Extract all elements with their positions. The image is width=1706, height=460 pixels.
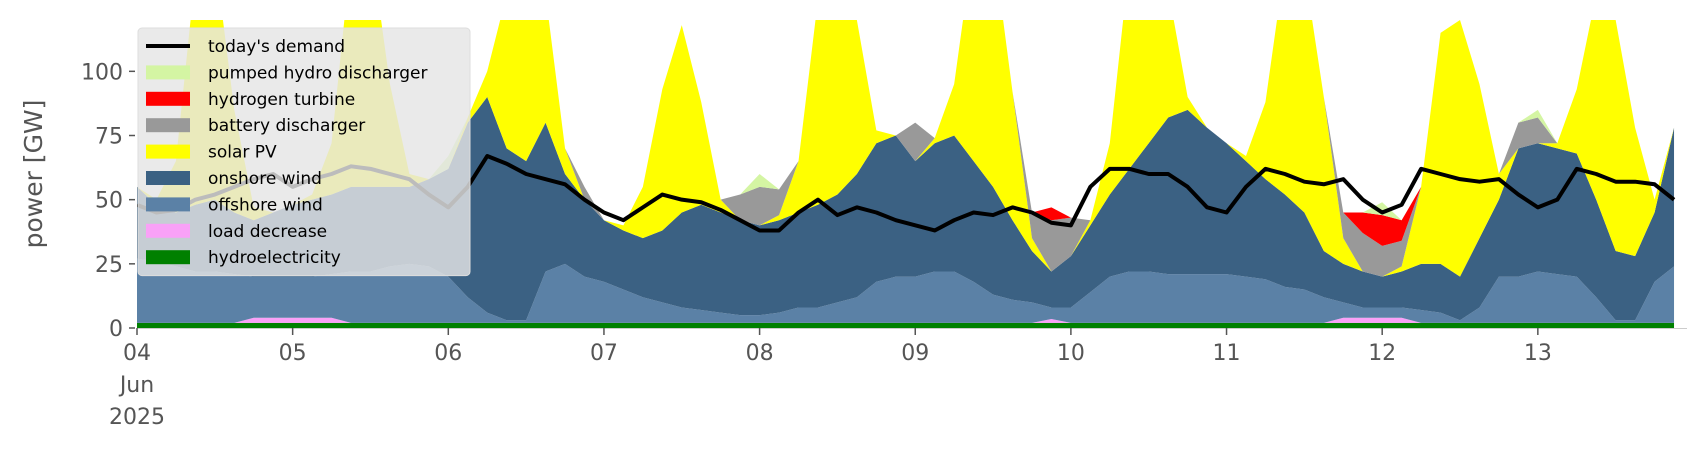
legend-swatch [146,65,190,80]
x-tick-label: 05 [279,341,307,366]
legend-label: offshore wind [208,195,323,215]
x-tick-label: 11 [1213,341,1241,366]
legend-swatch [146,171,190,185]
area [137,317,1675,323]
legend-label: solar PV [208,143,277,163]
y-axis-label: power [GW] [19,100,48,249]
legend-label: hydroelectricity [208,248,341,268]
area [137,97,1675,321]
legend-swatch [146,197,190,212]
x-tick-label: 04 Jun 2025 [109,341,165,430]
legend-label: battery discharger [208,116,365,136]
legend-swatch [146,223,190,238]
area [137,322,1675,328]
x-tick-label: 09 [901,341,929,366]
x-tick-label: 08 [746,341,774,366]
legend-swatch [146,118,190,133]
area [137,20,1675,277]
area [137,258,1675,323]
legend-label: load decrease [208,222,327,242]
legend-label: hydrogen turbine [208,90,355,110]
legend-swatch [146,250,190,265]
area [137,20,1675,277]
y-tick-label: 100 [81,60,123,85]
legend-label: today's demand [208,37,345,57]
legend-swatch [146,91,190,106]
x-tick-label: 07 [590,341,618,366]
legend-label: onshore wind [208,169,322,189]
y-tick-label: 50 [95,189,123,214]
x-tick-label: 12 [1368,341,1396,366]
x-tick-label: 13 [1524,341,1552,366]
legend-label: pumped hydro discharger [208,63,427,83]
x-tick-label: 06 [434,341,462,366]
y-tick-label: 75 [95,125,123,150]
legend-swatch [146,144,190,159]
y-tick-label: 0 [109,317,123,342]
legend-box [137,27,471,277]
x-tick-label: 10 [1057,341,1085,366]
y-tick-label: 25 [95,253,123,278]
